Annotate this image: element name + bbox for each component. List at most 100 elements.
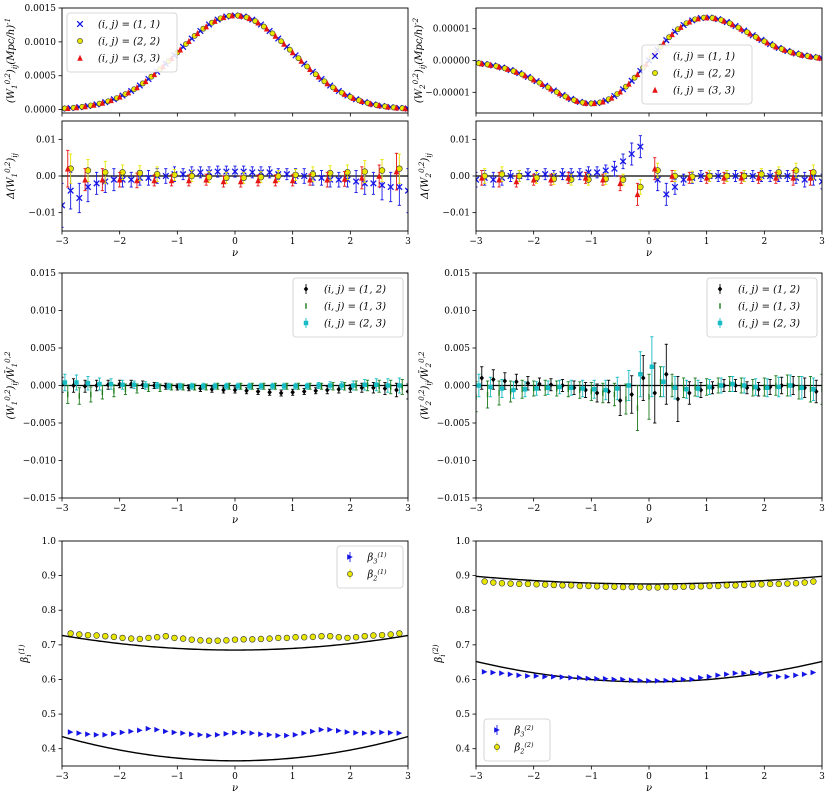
data-point bbox=[240, 636, 247, 643]
data-point bbox=[189, 384, 194, 389]
plot-area bbox=[476, 336, 822, 431]
data-point bbox=[84, 183, 92, 191]
data-point bbox=[565, 94, 572, 101]
data-point bbox=[318, 632, 325, 640]
data-point bbox=[151, 70, 158, 78]
label-script: 1 bbox=[10, 173, 19, 178]
y-axis-label: Δ(W2​0,2​)ij​ bbox=[417, 152, 433, 199]
data-point bbox=[556, 90, 563, 97]
y-tick-label: −0.010 bbox=[437, 457, 471, 467]
data-point bbox=[628, 583, 635, 591]
x-tick-label: −2 bbox=[113, 772, 126, 782]
data-point bbox=[753, 384, 758, 390]
label-text: (W bbox=[6, 88, 17, 103]
data-point bbox=[767, 672, 773, 679]
label-script: (2) bbox=[524, 724, 534, 732]
data-point bbox=[283, 170, 291, 178]
data-point bbox=[71, 382, 76, 389]
label-text: (W bbox=[420, 405, 431, 420]
data-point bbox=[350, 383, 356, 388]
label-script: 2 bbox=[418, 84, 427, 90]
x-tick-label: 2 bbox=[761, 237, 767, 247]
data-point bbox=[171, 634, 178, 642]
data-point bbox=[82, 103, 88, 110]
label-text: β bbox=[366, 553, 373, 564]
data-point bbox=[680, 176, 687, 183]
data-point bbox=[507, 671, 514, 678]
data-point bbox=[577, 674, 583, 681]
label-script: 0,2 bbox=[411, 73, 420, 85]
x-tick-label: −3 bbox=[55, 772, 69, 782]
data-point bbox=[490, 669, 497, 676]
data-point bbox=[491, 376, 496, 383]
panel-R2: −3 −2 −1 0 1 2 3 −0.015 −0.010 −0.005 0.000 0.005 0.… bbox=[417, 269, 825, 526]
data-point bbox=[513, 178, 520, 185]
data-point bbox=[197, 732, 204, 738]
series-1 bbox=[479, 343, 819, 424]
data-point bbox=[127, 176, 135, 183]
data-point bbox=[205, 637, 213, 644]
data-point bbox=[154, 383, 160, 388]
data-point bbox=[741, 383, 747, 388]
data-point bbox=[611, 676, 618, 683]
x-tick-label: −1 bbox=[171, 772, 184, 782]
data-point bbox=[602, 675, 609, 682]
data-point bbox=[502, 378, 508, 384]
data-point bbox=[620, 676, 626, 683]
data-point bbox=[496, 176, 502, 183]
legend-marker bbox=[347, 554, 353, 560]
data-point bbox=[249, 169, 256, 176]
data-point bbox=[585, 582, 592, 590]
data-point bbox=[397, 383, 402, 388]
label-text: β bbox=[434, 657, 445, 664]
data-point bbox=[619, 583, 627, 591]
data-point bbox=[142, 77, 149, 85]
label-text: (i, j) = (1, 2) bbox=[324, 285, 386, 296]
y-tick-label: 0.0010 bbox=[25, 38, 57, 48]
data-point bbox=[775, 673, 782, 680]
label-text: ) bbox=[420, 158, 431, 163]
data-point bbox=[292, 732, 299, 738]
data-point bbox=[715, 672, 721, 679]
data-point bbox=[143, 383, 148, 388]
data-point bbox=[775, 580, 782, 588]
data-point bbox=[567, 582, 575, 589]
label-text: (i, j) = (1, 1) bbox=[98, 20, 160, 31]
data-point bbox=[237, 178, 244, 185]
legend-marker bbox=[77, 38, 83, 44]
x-tick-label: 0 bbox=[232, 504, 238, 514]
legend: β3​(1)​ β2​(1)​ bbox=[336, 545, 404, 589]
y-tick-label: −0.005 bbox=[23, 419, 57, 429]
legend-marker bbox=[76, 20, 84, 28]
data-point bbox=[272, 177, 279, 184]
data-point bbox=[197, 637, 204, 644]
data-point bbox=[67, 187, 74, 194]
data-point bbox=[645, 584, 653, 591]
data-point bbox=[220, 14, 227, 21]
data-point bbox=[326, 169, 334, 177]
series-2 bbox=[476, 366, 822, 431]
legend-marker bbox=[652, 70, 658, 76]
data-point bbox=[232, 729, 238, 736]
data-point bbox=[313, 387, 318, 394]
data-point bbox=[76, 730, 83, 736]
label-text: (i, j) = (3, 3) bbox=[673, 86, 735, 97]
data-point bbox=[387, 183, 394, 191]
data-point bbox=[67, 630, 74, 637]
label-script: 0,2 bbox=[3, 351, 12, 363]
y-tick-label: −0.010 bbox=[23, 457, 57, 467]
data-point bbox=[671, 583, 679, 591]
data-point bbox=[263, 25, 270, 32]
label-script: ij bbox=[10, 380, 19, 385]
data-point bbox=[67, 729, 74, 735]
data-point bbox=[637, 583, 644, 591]
data-point bbox=[640, 375, 646, 381]
legend-marker bbox=[347, 571, 353, 577]
x-tick-label: 3 bbox=[405, 504, 411, 514]
data-point bbox=[266, 635, 273, 642]
x-tick-label: −3 bbox=[469, 504, 483, 514]
data-point bbox=[93, 732, 100, 738]
data-point bbox=[281, 384, 287, 389]
panel-B2: −3−2−101230.40.50.60.70.80.91.0νβi​(2)​β… bbox=[431, 537, 825, 794]
data-point bbox=[488, 384, 493, 390]
